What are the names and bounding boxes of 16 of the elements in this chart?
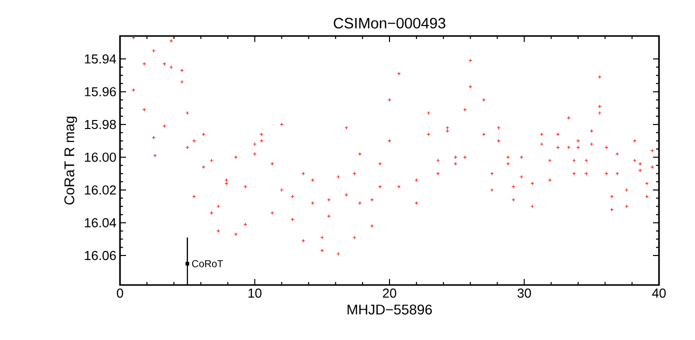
y-axis-title: CoRaT R mag — [64, 116, 78, 205]
y-tick-label: 16.00 — [84, 152, 116, 162]
series-label: CoRoT — [192, 260, 224, 268]
y-tick-label: 16.06 — [84, 250, 116, 260]
y-tick-label: 15.94 — [84, 54, 116, 64]
x-tick-label: 20 — [382, 288, 396, 298]
x-tick-label: 40 — [652, 288, 666, 298]
y-tick-label: 16.04 — [84, 218, 116, 228]
chart-title: CSIMon−000493 — [334, 18, 446, 28]
x-axis-title: MHJD−55896 — [348, 304, 432, 315]
x-tick-label: 0 — [116, 288, 124, 298]
x-tick-label: 30 — [518, 288, 531, 298]
y-tick-label: 15.98 — [84, 120, 116, 130]
y-tick-label: 16.02 — [84, 185, 116, 195]
y-tick-label: 15.96 — [84, 87, 116, 96]
x-tick-label: 10 — [248, 288, 262, 298]
